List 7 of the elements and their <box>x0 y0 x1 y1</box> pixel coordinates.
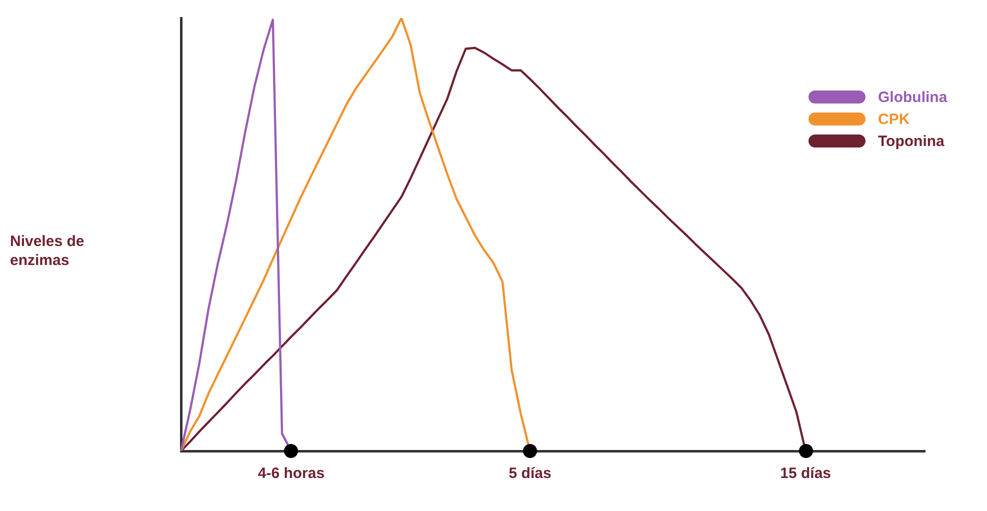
x-tick-label: 4-6 horas <box>258 465 325 482</box>
x-tick-label: 15 días <box>780 465 832 482</box>
legend-label: Globulina <box>878 88 948 106</box>
legend-label: CPK <box>878 110 910 128</box>
legend-label: Toponina <box>878 132 944 150</box>
text: Niveles de enzimas <box>10 232 86 270</box>
x-tick-label: 5 días <box>508 465 552 482</box>
